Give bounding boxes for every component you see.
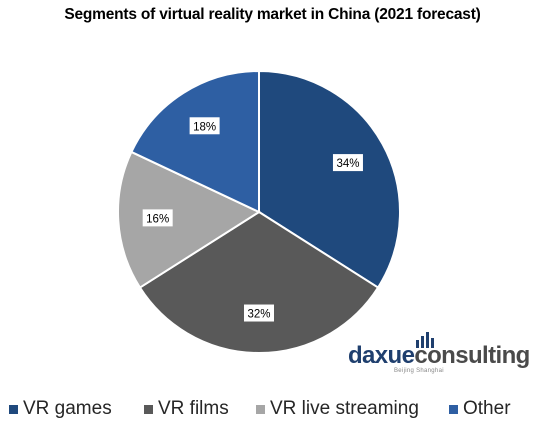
legend-label: VR games bbox=[23, 398, 112, 419]
data-label: 18% bbox=[189, 117, 220, 135]
legend-item-vr-games: VR games bbox=[9, 398, 112, 420]
pie-slice-vr-live-streaming bbox=[117, 150, 262, 289]
legend-item-vr-films: VR films bbox=[144, 398, 229, 420]
legend-label: VR films bbox=[158, 398, 229, 419]
pie-slice-vr-films bbox=[138, 210, 380, 354]
data-label-text: 16% bbox=[146, 213, 169, 225]
bar-chart-icon bbox=[416, 332, 434, 348]
data-label-box bbox=[332, 154, 363, 172]
pie-data-labels: 34% 32% 16% 18% bbox=[142, 117, 363, 322]
legend-swatch bbox=[144, 404, 153, 414]
data-label: 32% bbox=[244, 304, 274, 322]
data-label-text: 32% bbox=[247, 309, 270, 321]
logo-daxue: daxue bbox=[348, 342, 415, 369]
data-label-box bbox=[244, 304, 274, 322]
data-label-box bbox=[142, 209, 173, 227]
pie-slice-other bbox=[130, 69, 260, 214]
legend-label: VR live streaming bbox=[270, 398, 419, 419]
legend-label: Other bbox=[463, 398, 511, 419]
data-label-box bbox=[189, 117, 220, 135]
logo-tagline: Beijing Shanghai bbox=[394, 368, 444, 374]
legend-swatch bbox=[449, 404, 458, 414]
logo-consulting: consulting bbox=[414, 342, 530, 369]
data-label: 16% bbox=[142, 209, 173, 227]
data-label-text: 18% bbox=[193, 121, 216, 133]
pie-chart: 34% 32% 16% 18% bbox=[117, 69, 401, 354]
legend-item-vr-live-streaming: VR live streaming bbox=[256, 398, 419, 420]
daxue-consulting-logo: daxueconsulting Beijing Shanghai bbox=[348, 332, 532, 380]
data-label-text: 34% bbox=[336, 158, 359, 170]
legend-swatch bbox=[9, 404, 18, 414]
legend-item-other: Other bbox=[449, 398, 511, 420]
data-label: 34% bbox=[332, 154, 363, 172]
chart-legend: VR games VR films VR live streaming Othe… bbox=[0, 398, 545, 424]
chart-title: Segments of virtual reality market in Ch… bbox=[64, 6, 481, 23]
pie-slices bbox=[117, 69, 401, 354]
legend-swatch bbox=[256, 404, 265, 414]
